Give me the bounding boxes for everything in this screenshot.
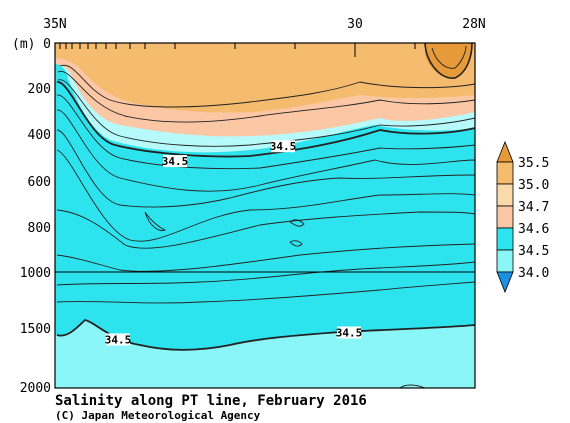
- y-tick-label: 1000: [20, 266, 51, 281]
- contour-label-bg: [271, 140, 295, 153]
- colorbar-label: 34.6: [518, 222, 549, 237]
- contour-label-bg: [163, 155, 187, 168]
- colorbar-bottom-cap: [496, 271, 514, 294]
- y-tick-label: 800: [28, 221, 51, 236]
- colorbar-label: 35.5: [518, 156, 549, 171]
- chart-title: Salinity along PT line, February 2016: [55, 393, 367, 409]
- contour-line: [399, 384, 426, 389]
- plot-frame: [54, 42, 476, 389]
- contour-label-bg: [106, 333, 130, 346]
- contour-line: [56, 129, 476, 208]
- colorbar-swatch: [496, 161, 514, 185]
- very-high-fill: [425, 43, 472, 79]
- contour-line: [57, 79, 476, 147]
- contour-label: 34.5: [105, 333, 132, 346]
- contour-line: [57, 71, 476, 123]
- colorbar-swatch: [496, 205, 514, 229]
- colorbar-label: 35.0: [518, 178, 549, 193]
- colorbar-swatch: [496, 249, 514, 273]
- contour-line: [59, 64, 476, 108]
- high-fill: [55, 43, 475, 113]
- contour-line: [56, 109, 476, 192]
- contour-line: [424, 42, 473, 79]
- contour-line: [56, 281, 476, 304]
- contour-line: [56, 94, 476, 170]
- contour-lines: [56, 42, 476, 389]
- contour-line: [56, 243, 476, 272]
- contour-line: [431, 45, 467, 69]
- contour-label: 34.5: [270, 140, 297, 153]
- contour-line: [289, 240, 303, 247]
- contour-line: [289, 219, 305, 227]
- colorbar-swatch: [496, 227, 514, 251]
- x-tick-label: 28N: [462, 17, 485, 32]
- contour-line: [56, 149, 476, 242]
- colorbar-label: 34.5: [518, 244, 549, 259]
- contour-line: [56, 209, 476, 249]
- contour-labels: 34.5 34.5 34.5 34.5: [105, 140, 363, 346]
- y-tick-label: 1500: [20, 322, 51, 337]
- contour-line: [144, 211, 167, 231]
- x-tick-label: 30: [347, 17, 363, 32]
- colorbar-label: 34.7: [518, 200, 549, 215]
- colorbar-legend: 35.5 35.0 34.7 34.6 34.5 34.0: [496, 140, 549, 294]
- y-tick-label: 2000: [20, 381, 51, 396]
- colorbar-top-cap: [496, 140, 514, 163]
- contour-label: 34.5: [162, 155, 189, 168]
- contour-line: [56, 81, 476, 158]
- y-tick-label: 200: [28, 82, 51, 97]
- x-tick-label: 35N: [43, 17, 66, 32]
- y-axis: (m) 0 200 400 600 800 1000 1500 2000: [12, 37, 51, 396]
- colorbar-swatch: [496, 183, 514, 207]
- y-tick-label: 0: [43, 37, 51, 52]
- contour-line: [56, 319, 476, 351]
- y-tick-label: 600: [28, 175, 51, 190]
- contour-line: [56, 261, 476, 286]
- top-minor-ticks: [59, 43, 416, 57]
- chart-credit: (C) Japan Meteorological Agency: [55, 409, 261, 422]
- y-unit-label: (m): [12, 37, 35, 52]
- contour-label-bg: [337, 326, 361, 339]
- contour-label: 34.5: [336, 326, 363, 339]
- y-tick-label: 400: [28, 128, 51, 143]
- colorbar-label: 34.0: [518, 266, 549, 281]
- x-axis: 35N 30 28N: [43, 17, 485, 32]
